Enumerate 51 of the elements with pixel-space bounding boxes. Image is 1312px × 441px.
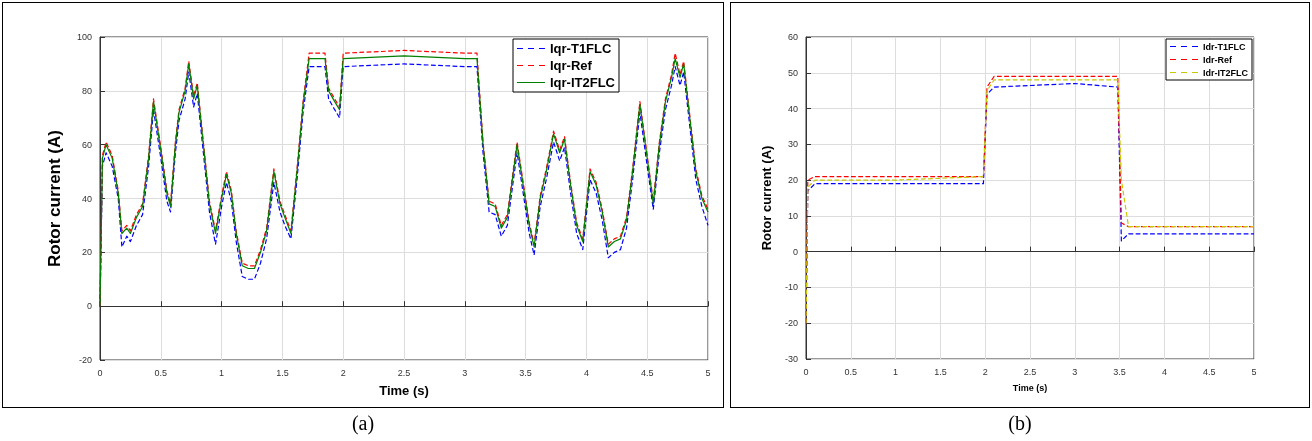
legend-label: Idr-Ref xyxy=(1203,54,1234,65)
x-axis-title: Time (s) xyxy=(379,383,429,398)
x-tick-label: 5 xyxy=(705,367,711,378)
x-tick-label: 4.5 xyxy=(640,367,654,378)
y-tick-label: 40 xyxy=(81,193,92,204)
y-axis-title: Rotor current (A) xyxy=(759,145,774,251)
x-tick-label: 4 xyxy=(1161,366,1167,377)
x-tick-label: 2.5 xyxy=(1023,366,1037,377)
y-tick-label: 60 xyxy=(81,139,92,150)
text: (b) xyxy=(1007,412,1033,435)
x-tick-label: 0.5 xyxy=(154,367,168,378)
y-tick-label: 20 xyxy=(81,247,92,258)
x-tick-label: 4.5 xyxy=(1202,366,1216,377)
legend-label: Idr-IT2FLC xyxy=(1203,67,1249,78)
legend-label: Idr-T1FLC xyxy=(1203,41,1246,52)
x-tick-label: 1.5 xyxy=(276,367,289,378)
x-tick-label: 1 xyxy=(893,366,899,377)
x-tick-label: 1.5 xyxy=(934,366,947,377)
x-tick-label: 0.5 xyxy=(844,366,858,377)
y-tick-label: 40 xyxy=(787,103,798,114)
legend-label: Iqr-Ref xyxy=(550,58,593,73)
y-tick-label: 20 xyxy=(787,175,798,186)
y-tick-label: 10 xyxy=(787,210,798,221)
y-tick-label: 100 xyxy=(76,32,92,42)
y-tick-label: -30 xyxy=(784,354,798,364)
x-tick-label: 3.5 xyxy=(1113,366,1126,377)
y-tick-label: -20 xyxy=(784,318,798,329)
legend-label: Iqr-T1FLC xyxy=(550,41,612,56)
x-tick-label: 2.5 xyxy=(397,367,411,378)
x-tick-label: 3 xyxy=(1072,366,1078,377)
x-tick-label: 5 xyxy=(1251,366,1257,377)
y-tick-label: -20 xyxy=(78,355,92,365)
x-tick-label: 3 xyxy=(462,367,468,378)
y-axis-title: Rotor current (A) xyxy=(45,130,64,267)
x-tick-label: 4 xyxy=(583,367,589,378)
y-tick-label: 0 xyxy=(86,301,92,312)
x-tick-label: 2 xyxy=(982,366,988,377)
y-tick-label: -10 xyxy=(784,282,798,293)
x-tick-label: 0 xyxy=(803,366,809,377)
y-tick-label: 80 xyxy=(81,85,92,96)
y-tick-label: 0 xyxy=(792,246,798,257)
x-tick-label: 3.5 xyxy=(519,367,532,378)
x-axis-title: Time (s) xyxy=(1012,382,1048,393)
x-tick-label: 1 xyxy=(219,367,225,378)
text: (a) xyxy=(350,412,376,435)
y-tick-label: 30 xyxy=(787,139,798,150)
y-tick-label: 60 xyxy=(787,32,798,42)
x-tick-label: 2 xyxy=(340,367,346,378)
x-tick-label: 0 xyxy=(97,367,103,378)
y-tick-label: 50 xyxy=(787,67,798,78)
legend-label: Iqr-IT2FLC xyxy=(550,75,616,90)
